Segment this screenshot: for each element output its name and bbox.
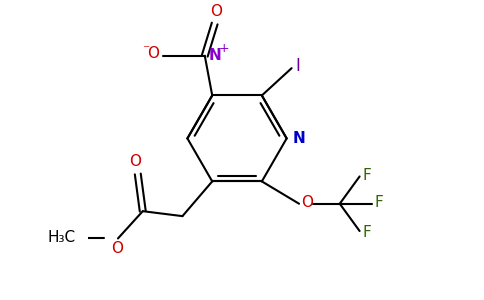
Text: F: F xyxy=(363,168,371,183)
Text: F: F xyxy=(363,224,371,239)
Text: O: O xyxy=(210,4,222,19)
Text: N: N xyxy=(209,48,222,63)
Text: +: + xyxy=(218,42,229,55)
Text: H₃C: H₃C xyxy=(47,230,76,245)
Text: O: O xyxy=(129,154,141,169)
Text: ⁻: ⁻ xyxy=(143,43,150,57)
Text: N: N xyxy=(293,131,306,146)
Text: O: O xyxy=(302,195,314,210)
Text: O: O xyxy=(147,46,159,61)
Text: F: F xyxy=(375,195,384,210)
Text: I: I xyxy=(296,57,301,75)
Text: O: O xyxy=(111,241,123,256)
